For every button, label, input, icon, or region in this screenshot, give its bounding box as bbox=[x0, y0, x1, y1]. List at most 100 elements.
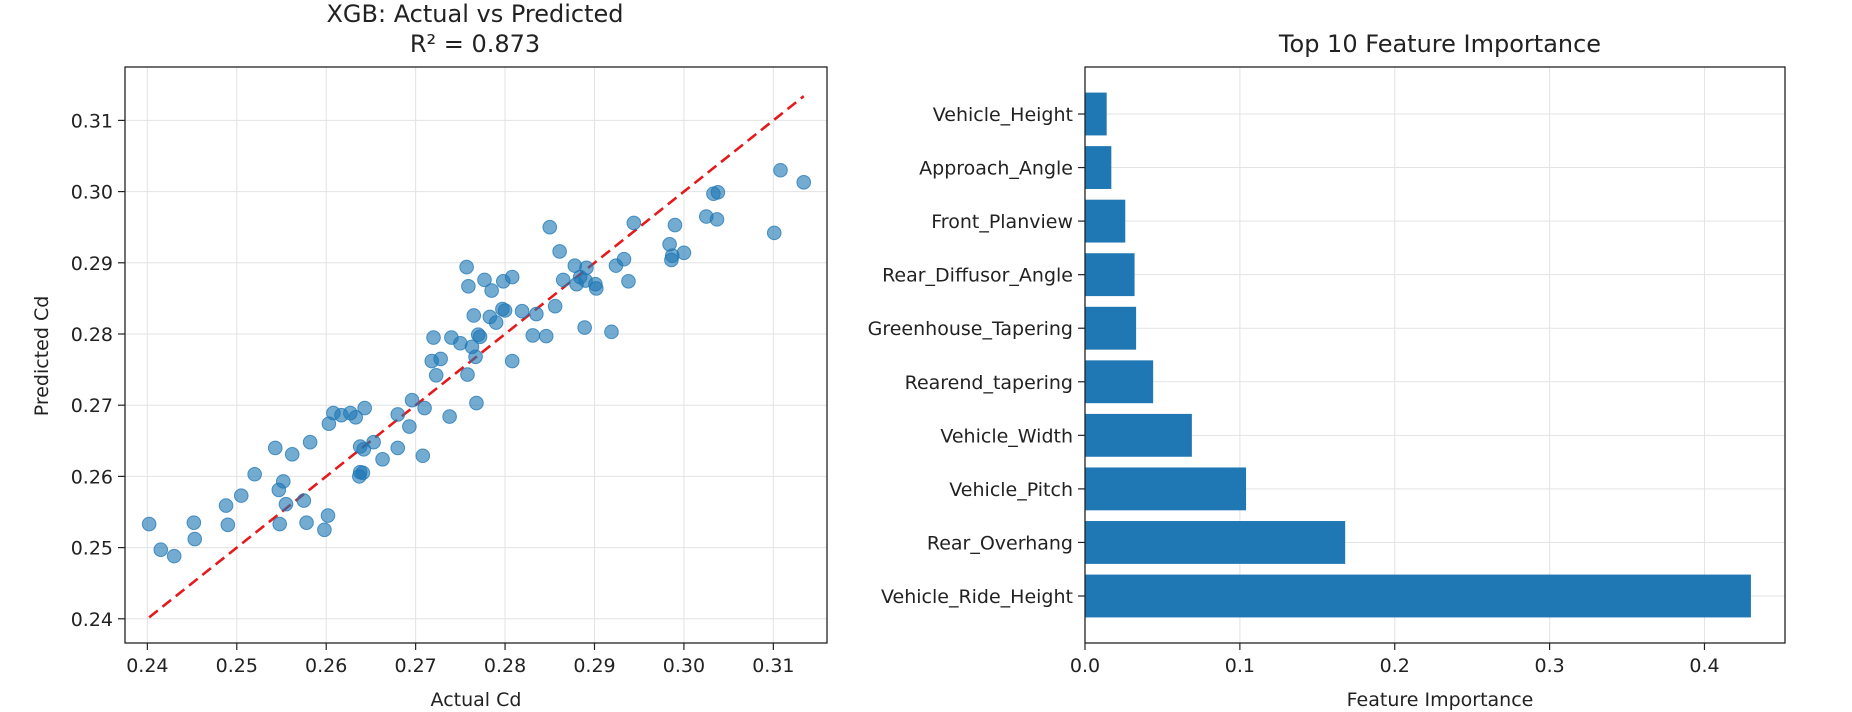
scatter-points bbox=[141, 162, 812, 564]
scatter-point bbox=[504, 269, 520, 285]
scatter-point bbox=[267, 440, 283, 456]
bar-vehicle-height bbox=[1085, 92, 1107, 136]
bar-x-tick-label: 0.4 bbox=[1689, 655, 1719, 677]
scatter-plot-frame bbox=[124, 66, 828, 644]
scatter-point bbox=[299, 515, 314, 530]
scatter-point bbox=[356, 442, 372, 457]
scatter-x-tick-label: 0.31 bbox=[752, 655, 794, 677]
bar-front-planview bbox=[1085, 199, 1126, 243]
bar-greenhouse-tapering bbox=[1085, 306, 1137, 350]
scatter-y-tick-label: 0.25 bbox=[71, 538, 113, 560]
scatter-point bbox=[302, 434, 318, 450]
scatter-point bbox=[796, 175, 812, 190]
scatter-point bbox=[460, 367, 475, 382]
scatter-x-tick-label: 0.29 bbox=[573, 655, 615, 677]
scatter-point bbox=[461, 278, 476, 294]
scatter-y-tick-label: 0.29 bbox=[71, 253, 113, 275]
bar-rear-diffusor-angle bbox=[1085, 253, 1135, 297]
scatter-point bbox=[504, 353, 520, 369]
bar-title: Top 10 Feature Importance bbox=[1278, 30, 1601, 58]
scatter-y-tick-label: 0.27 bbox=[71, 395, 113, 417]
scatter-point bbox=[621, 274, 636, 289]
scatter-point bbox=[459, 259, 474, 275]
bar-category-label: Front_Planview bbox=[931, 211, 1073, 233]
scatter-y-tick-label: 0.24 bbox=[71, 609, 113, 631]
scatter-point bbox=[320, 508, 336, 523]
scatter-title: XGB: Actual vs Predicted bbox=[326, 0, 623, 28]
bar-category-label: Vehicle_Ride_Height bbox=[881, 586, 1073, 608]
scatter-point bbox=[472, 329, 488, 345]
bar-category-label: Rear_Overhang bbox=[927, 532, 1073, 554]
scatter-point bbox=[415, 448, 431, 464]
bar-x-tick-label: 0.3 bbox=[1534, 655, 1564, 677]
scatter-x-tick-label: 0.24 bbox=[126, 655, 168, 677]
scatter-point bbox=[141, 516, 157, 532]
scatter-point bbox=[402, 419, 417, 434]
scatter-point bbox=[348, 409, 364, 425]
scatter-point bbox=[428, 367, 444, 383]
scatter-point bbox=[466, 308, 482, 323]
scatter-point bbox=[375, 452, 390, 467]
scatter-point bbox=[542, 219, 558, 235]
scatter-point bbox=[426, 330, 441, 345]
scatter-x-tick-label: 0.30 bbox=[663, 655, 705, 677]
scatter-point bbox=[220, 517, 236, 533]
scatter-point bbox=[676, 245, 692, 261]
scatter-y-tick-label: 0.26 bbox=[71, 466, 113, 488]
scatter-point bbox=[272, 516, 288, 532]
scatter-point bbox=[278, 496, 294, 512]
scatter-point bbox=[773, 162, 788, 178]
scatter-point bbox=[153, 542, 169, 558]
scatter-point bbox=[404, 392, 420, 408]
scatter-point bbox=[710, 185, 726, 200]
scatter-point bbox=[284, 447, 300, 462]
scatter-point bbox=[477, 272, 492, 288]
scatter-point bbox=[355, 465, 371, 481]
scatter-point bbox=[709, 212, 725, 227]
scatter-y-tick-label: 0.30 bbox=[71, 182, 113, 204]
scatter-point bbox=[497, 303, 513, 318]
scatter-point bbox=[579, 260, 594, 276]
scatter-point bbox=[766, 225, 782, 241]
scatter-x-tick-label: 0.28 bbox=[484, 655, 526, 677]
bar-approach-angle bbox=[1085, 146, 1112, 189]
scatter-point bbox=[296, 493, 312, 508]
scatter-point bbox=[577, 320, 592, 335]
bar-chart: Top 10 Feature Importance 0.0 0.1 0.2 0.3 0.… bbox=[868, 30, 1786, 711]
scatter-point bbox=[555, 272, 571, 288]
bar-category-label: Vehicle_Pitch bbox=[949, 479, 1073, 501]
bar-y-ticks: Vehicle_Height Approach_Angle Front_Planvi… bbox=[868, 104, 1085, 608]
scatter-point bbox=[166, 548, 182, 564]
bar-x-tick-label: 0.2 bbox=[1380, 655, 1410, 677]
scatter-point bbox=[390, 407, 406, 422]
scatter-point bbox=[588, 281, 604, 296]
scatter-point bbox=[186, 515, 202, 530]
scatter-point bbox=[433, 351, 448, 367]
scatter-y-tick-label: 0.28 bbox=[71, 324, 113, 346]
scatter-point bbox=[529, 306, 544, 322]
scatter-point bbox=[417, 400, 432, 416]
bar-x-ticks: 0.0 0.1 0.2 0.3 0.4 bbox=[1070, 643, 1720, 677]
scatter-point bbox=[525, 328, 541, 343]
scatter-point bbox=[547, 298, 563, 314]
bar-rear-overhang bbox=[1085, 521, 1346, 564]
scatter-point bbox=[247, 466, 262, 482]
scatter-subtitle: R² = 0.873 bbox=[410, 30, 540, 58]
scatter-point bbox=[626, 215, 642, 231]
scatter-point bbox=[538, 328, 554, 344]
scatter-point bbox=[488, 315, 504, 330]
bar-category-label: Rear_Diffusor_Angle bbox=[882, 265, 1073, 287]
bar-x-tick-label: 0.1 bbox=[1225, 655, 1255, 677]
bar-rearend-tapering bbox=[1085, 360, 1154, 404]
scatter-point bbox=[616, 251, 632, 267]
bar-category-label: Greenhouse_Tapering bbox=[868, 318, 1073, 340]
scatter-point bbox=[218, 498, 234, 513]
scatter-point bbox=[317, 522, 332, 538]
bar-vehicle-pitch bbox=[1085, 467, 1247, 511]
bar-category-label: Rearend_tapering bbox=[905, 372, 1073, 394]
scatter-point bbox=[187, 531, 203, 547]
scatter-chart: XGB: Actual vs Predicted R² = 0.873 0.24… bbox=[31, 0, 828, 711]
scatter-x-tick-label: 0.26 bbox=[305, 655, 347, 677]
scatter-grid bbox=[125, 67, 827, 643]
